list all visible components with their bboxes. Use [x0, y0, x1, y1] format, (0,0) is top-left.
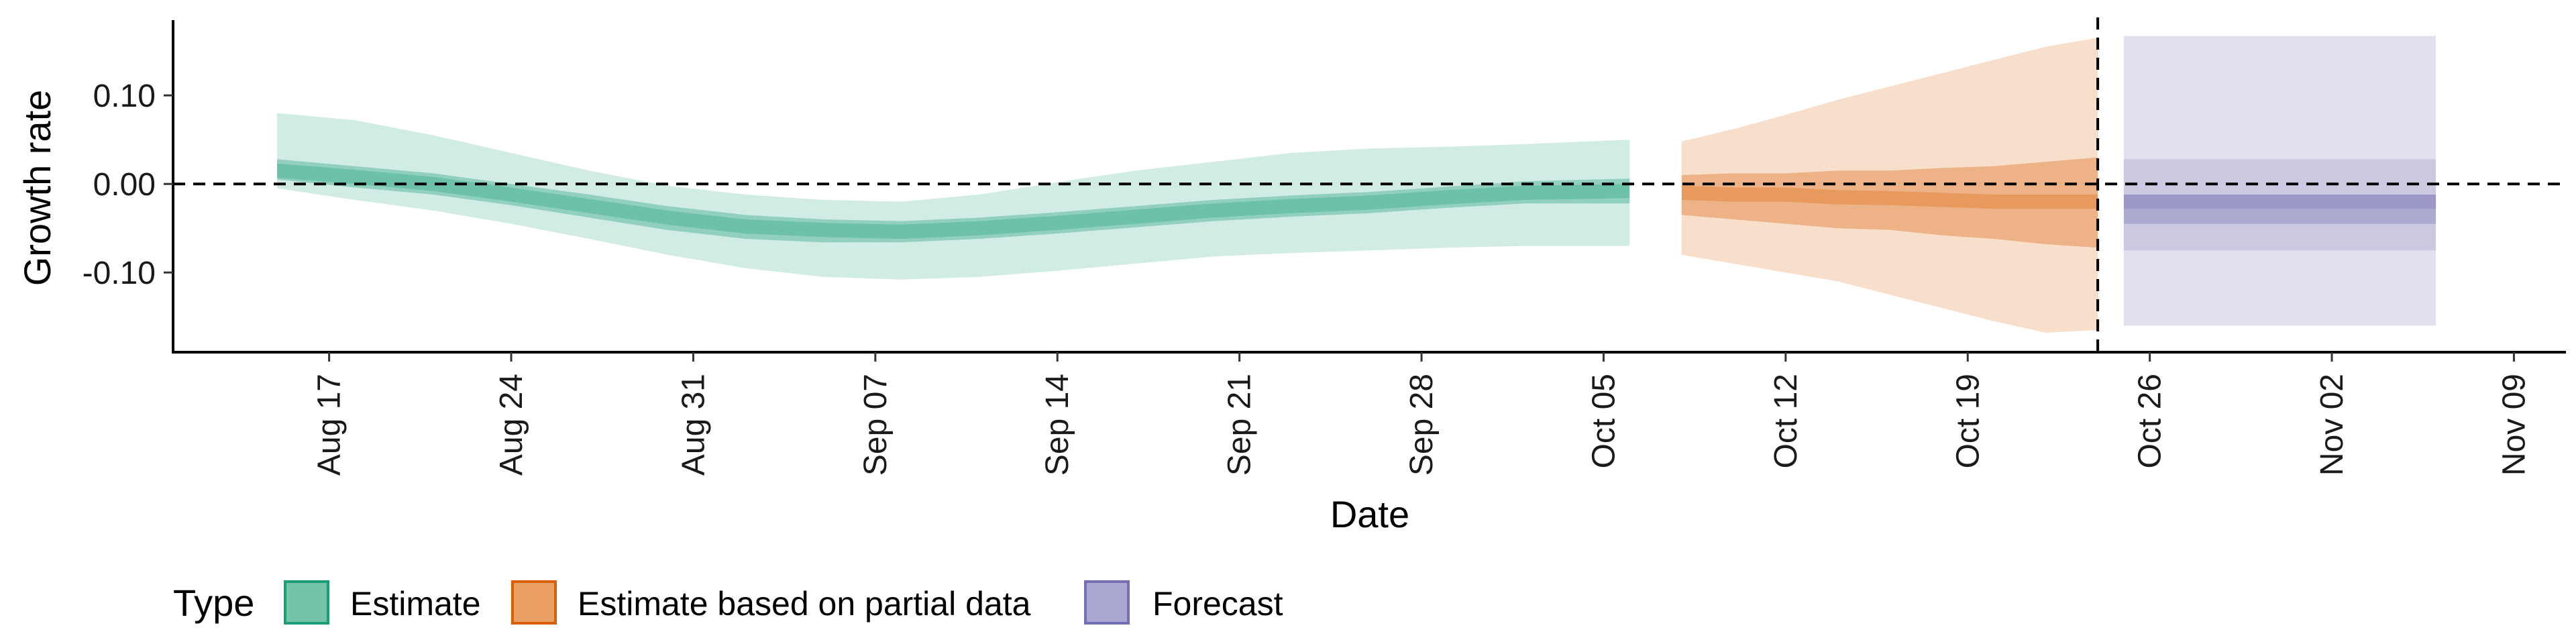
y-tick-label: -0.10	[83, 256, 156, 291]
legend-item-forecast: Forecast	[1084, 580, 1283, 625]
x-tick-label: Oct 19	[1950, 374, 1986, 468]
x-axis-title: Date	[1330, 493, 1409, 535]
forecast-range-band	[2123, 36, 2436, 326]
median-band	[2123, 195, 2436, 209]
inner-interval-band	[1681, 157, 2098, 248]
y-ticks: 0.10 0.00 -0.10	[83, 78, 173, 291]
y-tick-label: 0.00	[93, 167, 156, 203]
series-0	[277, 113, 1630, 280]
y-tick-label: 0.10	[93, 78, 156, 114]
x-ticks: Aug 17 Aug 24 Aug 31 Sep 07 Sep 14 Sep 21 Sep …	[312, 352, 2532, 476]
median-band	[1681, 185, 2098, 209]
reference-lines	[173, 17, 2566, 352]
legend-key-forecast	[1084, 580, 1130, 625]
x-tick-label: Sep 28	[1404, 374, 1440, 476]
legend-item-estimate: Estimate	[284, 580, 481, 625]
legend-item-partial: Estimate based on partial data	[511, 580, 1031, 625]
legend-key-partial	[511, 580, 557, 625]
outer-interval-band	[277, 113, 1630, 280]
x-tick-label: Aug 24	[494, 374, 529, 476]
inner-interval-band	[277, 159, 1630, 243]
inner-interval-band	[2123, 195, 2436, 224]
legend-label-partial: Estimate based on partial data	[578, 585, 1031, 623]
y-axis-title: Growth rate	[16, 90, 58, 286]
legend-label-forecast: Forecast	[1152, 585, 1283, 623]
x-tick-label: Aug 31	[676, 374, 711, 476]
x-tick-label: Sep 07	[858, 374, 894, 476]
x-tick-label: Sep 14	[1040, 374, 1075, 476]
x-tick-label: Nov 09	[2497, 374, 2532, 476]
x-tick-label: Aug 17	[312, 374, 347, 476]
legend-title: Type	[173, 582, 254, 624]
legend: Type Estimate Estimate based on partial …	[173, 580, 1283, 625]
bands-layer	[277, 36, 2436, 333]
axes	[172, 20, 2566, 354]
median-band	[277, 163, 1630, 239]
series-2	[2123, 36, 2436, 326]
x-tick-label: Oct 12	[1768, 374, 1804, 468]
x-tick-label: Nov 02	[2314, 374, 2350, 476]
legend-label-estimate: Estimate	[350, 585, 481, 623]
x-tick-label: Oct 05	[1586, 374, 1621, 468]
outer-interval-band	[2123, 159, 2436, 251]
x-tick-label: Oct 26	[2133, 374, 2168, 468]
legend-key-estimate	[284, 580, 329, 625]
x-tick-label: Sep 21	[1222, 374, 1258, 476]
